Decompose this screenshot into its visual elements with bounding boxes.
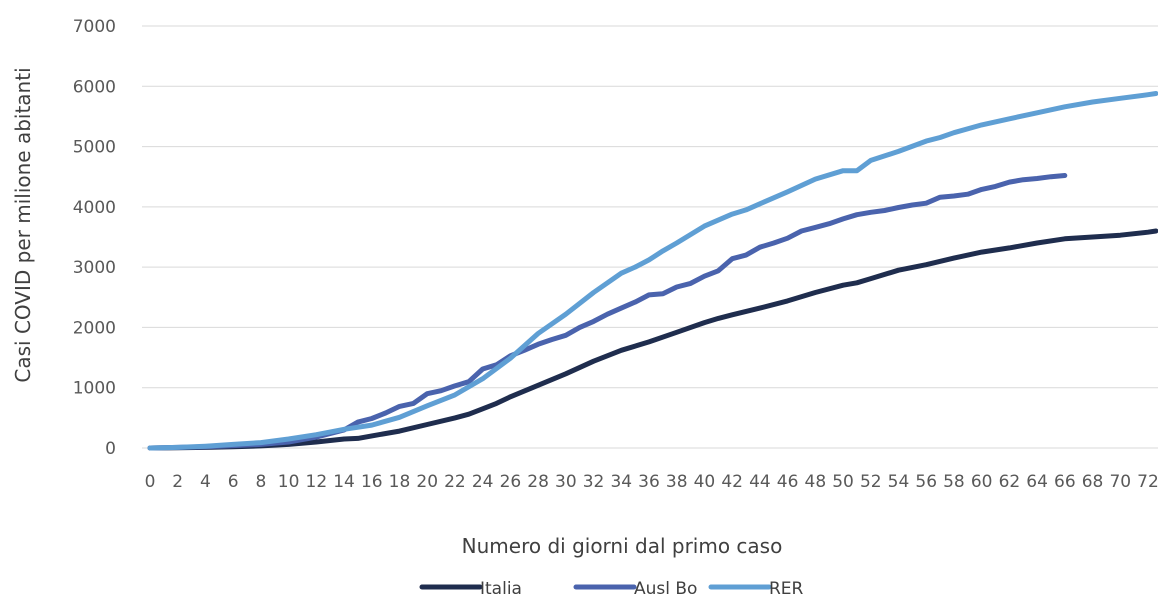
x-tick-label: 22 bbox=[444, 472, 466, 492]
x-tick-label: 58 bbox=[943, 472, 965, 492]
x-tick-label: 72 bbox=[1137, 472, 1158, 492]
x-tick-label: 28 bbox=[527, 472, 549, 492]
y-tick-label: 3000 bbox=[73, 258, 116, 278]
x-tick-label: 10 bbox=[278, 472, 300, 492]
y-tick-label: 5000 bbox=[73, 138, 116, 158]
legend-label: Ausl Bo bbox=[634, 579, 697, 598]
x-axis-ticks: 0 2 4 6 8 10 12 14 16 18 20 22 24 26 28 30 32 34 36 38 40 42 4… bbox=[145, 472, 1158, 492]
series-lines bbox=[147, 91, 1158, 451]
x-tick-label: 38 bbox=[666, 472, 688, 492]
x-tick-label: 2 bbox=[172, 472, 183, 492]
legend: Italia Ausl Bo RER bbox=[419, 579, 804, 598]
x-tick-label: 20 bbox=[416, 472, 438, 492]
x-tick-label: 14 bbox=[333, 472, 355, 492]
x-tick-label: 30 bbox=[555, 472, 577, 492]
x-tick-label: 34 bbox=[610, 472, 632, 492]
x-tick-label: 50 bbox=[832, 472, 854, 492]
grid-lines bbox=[142, 25, 1158, 449]
x-tick-label: 66 bbox=[1054, 472, 1076, 492]
x-tick-label: 44 bbox=[749, 472, 771, 492]
y-tick-label: 6000 bbox=[73, 77, 116, 97]
series-line-italia bbox=[147, 228, 1158, 451]
x-tick-label: 24 bbox=[472, 472, 494, 492]
x-tick-label: 26 bbox=[500, 472, 522, 492]
x-tick-label: 8 bbox=[255, 472, 266, 492]
x-tick-label: 64 bbox=[1026, 472, 1048, 492]
x-tick-label: 62 bbox=[999, 472, 1021, 492]
x-tick-label: 4 bbox=[200, 472, 211, 492]
x-tick-label: 70 bbox=[1109, 472, 1131, 492]
x-tick-label: 68 bbox=[1082, 472, 1104, 492]
x-tick-label: 18 bbox=[389, 472, 411, 492]
x-tick-label: 46 bbox=[777, 472, 799, 492]
x-tick-label: 60 bbox=[971, 472, 993, 492]
y-tick-label: 0 bbox=[105, 439, 116, 459]
y-tick-label: 2000 bbox=[73, 318, 116, 338]
legend-label: RER bbox=[769, 579, 804, 598]
x-tick-label: 52 bbox=[860, 472, 882, 492]
x-tick-label: 6 bbox=[228, 472, 239, 492]
series-line-ausl-bo bbox=[147, 173, 1068, 451]
x-tick-label: 40 bbox=[694, 472, 716, 492]
x-tick-label: 0 bbox=[145, 472, 156, 492]
x-tick-label: 42 bbox=[721, 472, 743, 492]
x-tick-label: 12 bbox=[306, 472, 328, 492]
x-tick-label: 48 bbox=[805, 472, 827, 492]
x-axis-title: Numero di giorni dal primo caso bbox=[462, 534, 783, 558]
x-tick-label: 32 bbox=[583, 472, 605, 492]
y-tick-label: 7000 bbox=[73, 17, 116, 37]
x-tick-label: 56 bbox=[915, 472, 937, 492]
x-tick-label: 36 bbox=[638, 472, 660, 492]
y-axis-title: Casi COVID per milione abitanti bbox=[11, 67, 35, 382]
series-line-rer bbox=[147, 91, 1158, 451]
y-tick-label: 4000 bbox=[73, 198, 116, 218]
x-tick-label: 54 bbox=[888, 472, 910, 492]
y-axis-ticks: 0 1000 2000 3000 4000 5000 6000 7000 bbox=[73, 17, 116, 459]
legend-label: Italia bbox=[480, 579, 522, 598]
x-tick-label: 16 bbox=[361, 472, 383, 492]
y-tick-label: 1000 bbox=[73, 379, 116, 399]
